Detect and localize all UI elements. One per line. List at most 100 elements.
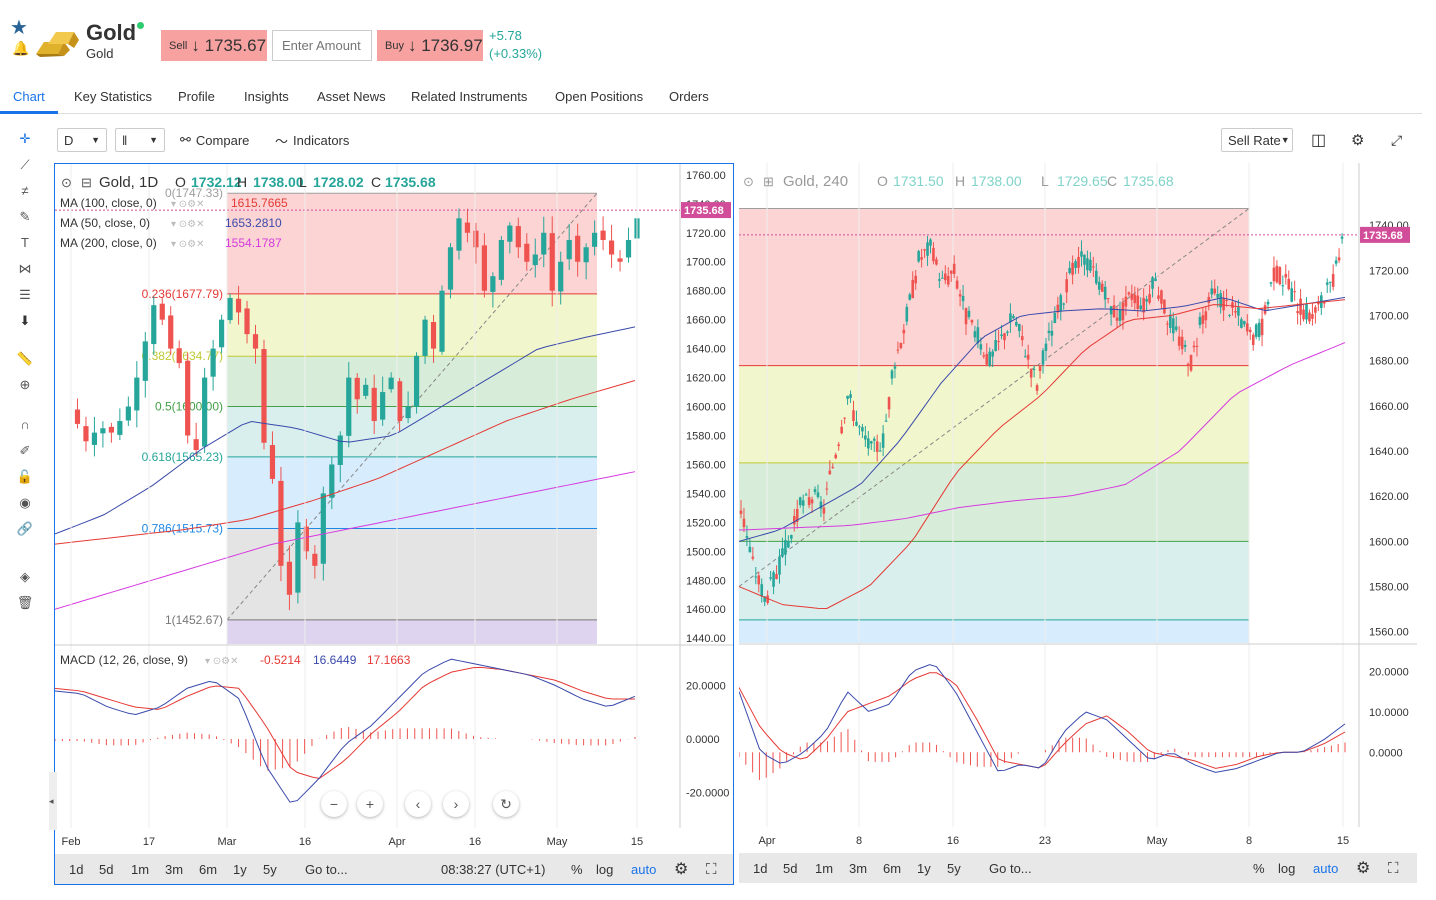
- range-1d[interactable]: 1d: [753, 860, 768, 876]
- range-3m[interactable]: 3m: [849, 860, 868, 876]
- left-chart-footer: 1d 5d 1m 3m 6m 1y 5y Go to... 08:38:27 (…: [55, 854, 733, 884]
- text-tool-icon[interactable]: T: [21, 235, 29, 250]
- range-1d[interactable]: 1d: [69, 861, 84, 877]
- trash-icon[interactable]: 🗑: [16, 595, 34, 610]
- range-1y[interactable]: 1y: [917, 860, 931, 876]
- zoom-icon[interactable]: ⊕: [19, 377, 31, 392]
- candle: [337, 435, 343, 465]
- crosshair-icon[interactable]: ✛: [19, 131, 31, 146]
- tab-related-instruments[interactable]: Related Instruments: [411, 89, 528, 104]
- ohlc-o: 1731.50: [893, 173, 944, 189]
- arrow-down-icon[interactable]: ⬇: [19, 313, 31, 328]
- candle: [923, 249, 926, 251]
- log-toggle[interactable]: log: [1278, 860, 1296, 876]
- link-icon[interactable]: 🔗: [16, 521, 34, 536]
- fib-tool-icon[interactable]: ☰: [19, 287, 31, 302]
- tab-chart[interactable]: Chart: [13, 89, 45, 104]
- favorite-star-icon[interactable]: ★: [10, 17, 28, 39]
- rate-label: Sell Rate: [1228, 132, 1281, 148]
- layers-icon[interactable]: ◈: [20, 569, 30, 584]
- left-chart-canvas[interactable]: 0(1747.33)0.236(1677.79)0.382(1634.77)0.…: [55, 164, 733, 854]
- interval-select[interactable]: D ▼: [57, 128, 107, 152]
- gold-bars-logo-icon: [36, 32, 79, 57]
- goto-button[interactable]: Go to...: [989, 860, 1032, 876]
- ruler-icon[interactable]: 📏: [16, 351, 34, 366]
- draw-mode-icon[interactable]: ✐: [19, 443, 31, 458]
- scroll-right-icon[interactable]: ›: [443, 791, 469, 817]
- range-5y[interactable]: 5y: [947, 860, 961, 876]
- candle: [168, 315, 174, 349]
- auto-toggle[interactable]: auto: [1313, 860, 1339, 876]
- settings-icon[interactable]: ⚙: [1356, 860, 1371, 877]
- chart-type-select[interactable]: ǁ ▼: [115, 128, 165, 152]
- buy-button[interactable]: Buy ↓ 1736.97: [377, 30, 483, 61]
- right-chart-canvas[interactable]: 1740.001720.001700.001680.001660.001640.…: [739, 163, 1417, 853]
- candle: [558, 261, 564, 292]
- collapse-toolbar-icon[interactable]: ◂: [49, 772, 57, 830]
- candle: [887, 397, 891, 410]
- range-5y[interactable]: 5y: [263, 861, 277, 877]
- candle: [413, 355, 420, 407]
- pattern-icon[interactable]: ⋈: [18, 261, 32, 276]
- tab-asset-news[interactable]: Asset News: [317, 89, 386, 104]
- zoom-in-icon[interactable]: +: [357, 791, 383, 817]
- range-6m[interactable]: 6m: [199, 861, 218, 877]
- settings-icon[interactable]: ⚙: [674, 861, 689, 878]
- fullscreen-icon[interactable]: ⤢: [1391, 131, 1403, 148]
- scroll-left-icon[interactable]: ‹: [405, 791, 431, 817]
- goto-button[interactable]: Go to...: [305, 861, 348, 877]
- lock-icon[interactable]: 🔓: [16, 469, 34, 484]
- log-toggle[interactable]: log: [596, 861, 614, 877]
- tab-insights[interactable]: Insights: [244, 89, 289, 104]
- rate-select[interactable]: Sell Rate ▼: [1221, 128, 1293, 152]
- candle: [617, 258, 623, 262]
- fullscreen-icon[interactable]: ⛶: [1388, 859, 1399, 877]
- range-1y[interactable]: 1y: [233, 861, 247, 877]
- range-5d[interactable]: 5d: [99, 861, 114, 877]
- candle: [151, 305, 157, 345]
- compare-button[interactable]: ⚯ Compare: [180, 128, 249, 152]
- range-1m[interactable]: 1m: [815, 860, 834, 876]
- split-layout-icon[interactable]: ◫: [1311, 132, 1327, 149]
- fullscreen-icon[interactable]: ⛶: [706, 860, 717, 878]
- candle: [1311, 314, 1314, 319]
- candle: [973, 331, 977, 338]
- settings-icon[interactable]: ⚙: [1351, 132, 1365, 149]
- candle: [1189, 354, 1193, 371]
- tab-open-positions[interactable]: Open Positions: [555, 89, 644, 104]
- candle: [1237, 307, 1240, 316]
- range-6m[interactable]: 6m: [883, 860, 902, 876]
- reset-chart-icon[interactable]: ↻: [493, 791, 519, 817]
- candle: [1032, 368, 1036, 370]
- magnet-icon[interactable]: ∩: [20, 417, 30, 432]
- tab-profile[interactable]: Profile: [178, 89, 215, 104]
- candle: [917, 251, 920, 262]
- tab-orders[interactable]: Orders: [669, 89, 709, 104]
- candle: [932, 247, 935, 262]
- range-1m[interactable]: 1m: [131, 861, 150, 877]
- auto-toggle[interactable]: auto: [631, 861, 657, 877]
- range-5d[interactable]: 5d: [783, 860, 798, 876]
- candle: [760, 584, 764, 597]
- amount-input[interactable]: [272, 30, 372, 61]
- sell-button[interactable]: Sell ↓ 1735.67: [161, 30, 267, 61]
- bell-icon[interactable]: 🔔: [12, 40, 30, 56]
- parallel-lines-icon[interactable]: ≠: [21, 183, 29, 198]
- eye-icon[interactable]: ◉: [19, 495, 31, 510]
- x-tick-label: 15: [631, 836, 643, 848]
- tab-key-statistics[interactable]: Key Statistics: [74, 89, 153, 104]
- brush-icon[interactable]: ✎: [19, 209, 31, 224]
- percent-toggle[interactable]: %: [571, 861, 583, 877]
- candle: [1281, 285, 1285, 287]
- ohlc-c_label: C: [371, 174, 381, 190]
- indicators-button[interactable]: 〜 Indicators: [275, 128, 349, 152]
- zoom-out-icon[interactable]: −: [321, 791, 347, 817]
- candle: [1100, 283, 1104, 292]
- candle: [1201, 315, 1205, 324]
- candle: [757, 575, 761, 585]
- range-3m[interactable]: 3m: [165, 861, 184, 877]
- trendline-icon[interactable]: ⟋: [20, 157, 30, 172]
- macd-line: [55, 658, 636, 803]
- percent-toggle[interactable]: %: [1253, 860, 1265, 876]
- candle: [982, 355, 986, 357]
